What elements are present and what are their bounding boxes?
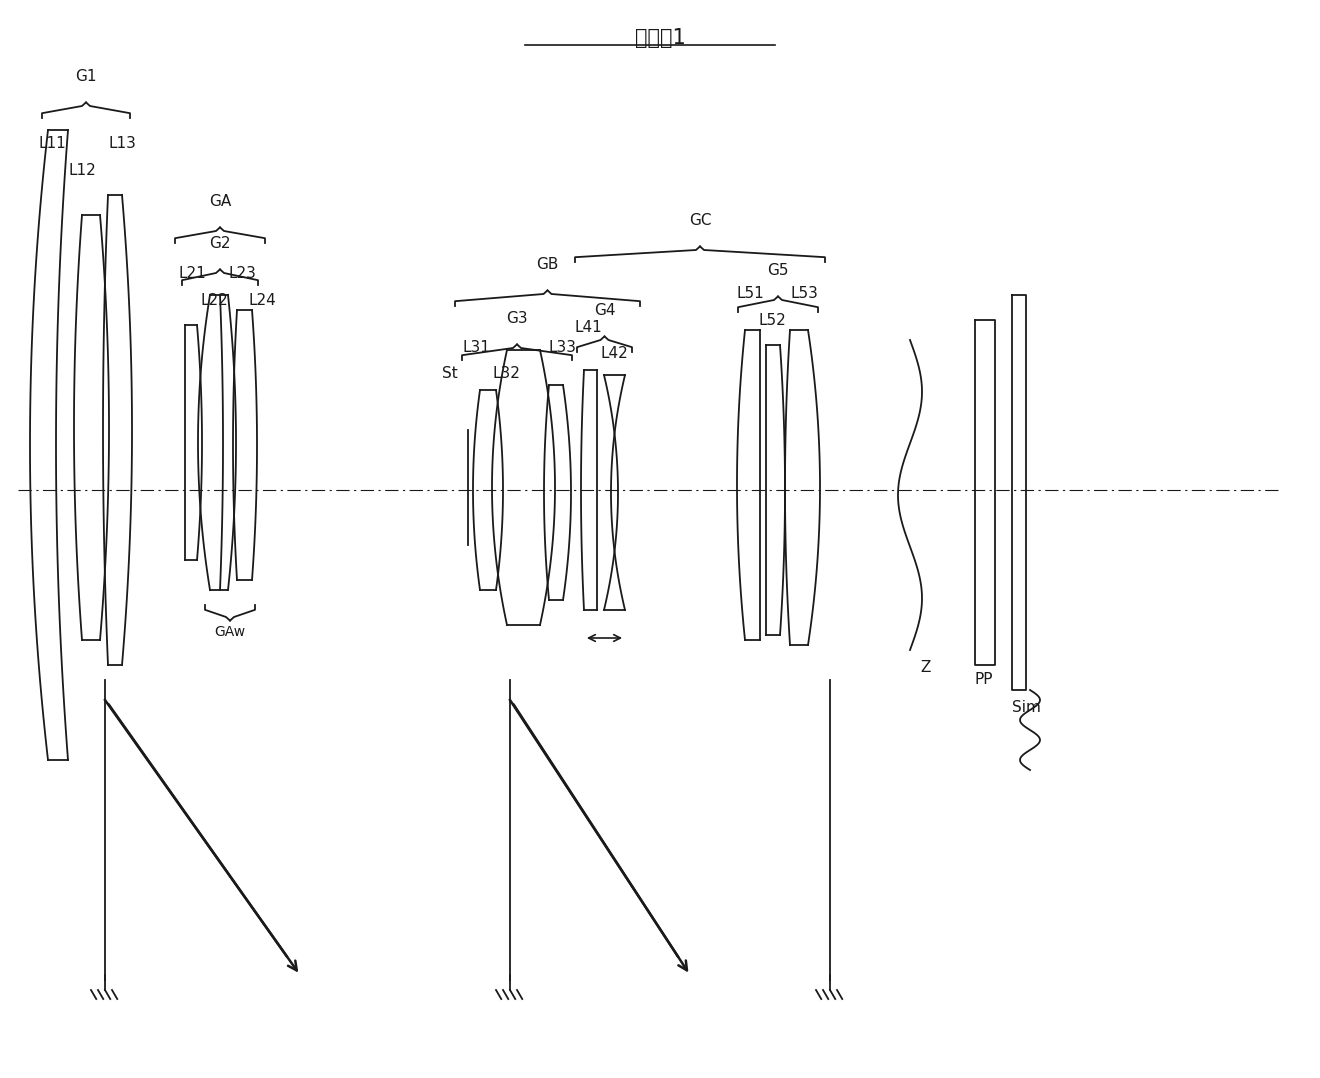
Text: GC: GC [689, 213, 711, 229]
Text: G5: G5 [767, 263, 789, 278]
Text: L33: L33 [548, 340, 576, 355]
Text: L41: L41 [574, 320, 602, 335]
Text: PP: PP [975, 672, 994, 687]
Text: L51: L51 [737, 286, 764, 301]
Text: L13: L13 [108, 136, 136, 151]
Text: 実施例1: 実施例1 [635, 28, 685, 49]
Text: G1: G1 [75, 69, 96, 84]
Text: L24: L24 [248, 293, 276, 308]
Text: L22: L22 [201, 293, 228, 308]
Text: G2: G2 [210, 236, 231, 251]
Text: L23: L23 [228, 266, 256, 281]
Text: GA: GA [209, 194, 231, 209]
Text: L12: L12 [69, 163, 96, 178]
Text: G4: G4 [594, 303, 615, 318]
Text: L11: L11 [38, 136, 66, 151]
Text: L21: L21 [178, 266, 206, 281]
Text: St: St [442, 367, 458, 381]
Text: GAw: GAw [214, 624, 246, 638]
Text: L32: L32 [492, 367, 520, 381]
Text: Sim: Sim [1012, 700, 1041, 715]
Text: L42: L42 [601, 346, 628, 361]
Text: L31: L31 [462, 340, 490, 355]
Text: Z: Z [920, 660, 931, 675]
Text: L53: L53 [789, 286, 818, 301]
Text: GB: GB [536, 258, 558, 273]
Text: G3: G3 [506, 312, 528, 327]
Text: L52: L52 [758, 313, 785, 328]
